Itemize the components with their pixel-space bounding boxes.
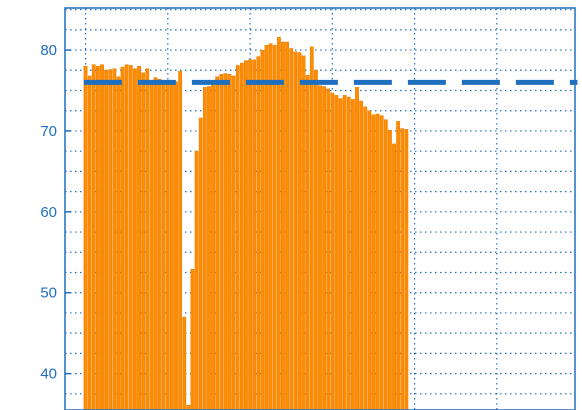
bar (112, 68, 117, 410)
bar (293, 51, 298, 410)
bar (276, 36, 281, 410)
bar (227, 74, 232, 410)
bar (285, 41, 289, 410)
bar (371, 114, 376, 410)
bar (289, 48, 294, 410)
bar (83, 66, 88, 410)
bar (96, 66, 100, 410)
bar (363, 106, 368, 410)
bar (186, 404, 191, 410)
bar (383, 119, 388, 410)
bar (256, 56, 261, 410)
bar (359, 100, 364, 410)
bar (133, 68, 137, 410)
bar (231, 75, 236, 410)
bar (194, 150, 199, 410)
bar (338, 98, 343, 410)
bar (157, 78, 162, 410)
y-tick-label: 40 (40, 366, 57, 383)
bar (120, 66, 125, 410)
bar (314, 70, 318, 410)
bar (264, 45, 269, 410)
bar (149, 82, 154, 410)
bar (326, 88, 331, 410)
bar (318, 85, 322, 410)
bar (137, 66, 141, 410)
bar (248, 59, 252, 410)
bar (153, 77, 158, 410)
bar (182, 316, 187, 410)
bar (297, 52, 302, 410)
plot-frame (64, 7, 576, 410)
bar (392, 143, 396, 410)
bar (207, 86, 211, 410)
bar (396, 121, 401, 410)
bar (239, 62, 244, 410)
bar (108, 69, 113, 410)
bar (170, 82, 174, 410)
bar (104, 70, 109, 410)
bar (367, 110, 372, 410)
bar (334, 95, 339, 410)
y-tick-label: 80 (40, 42, 57, 59)
bar (219, 74, 224, 410)
y-tick-label: 60 (40, 204, 57, 221)
bar (116, 76, 121, 410)
bar (161, 82, 166, 410)
bar (145, 68, 150, 410)
y-tick-label: 50 (40, 285, 57, 302)
bar (235, 65, 240, 410)
bar (260, 49, 265, 410)
bar (215, 76, 220, 410)
bar (322, 86, 326, 410)
bar (281, 41, 285, 410)
bar (400, 128, 405, 410)
bar (301, 55, 306, 410)
bar (305, 74, 310, 410)
bar (174, 81, 178, 410)
bar (100, 64, 104, 410)
bar (141, 72, 146, 410)
bar (202, 87, 207, 410)
bar (330, 92, 335, 410)
bar (244, 60, 248, 410)
bar (375, 113, 380, 410)
bar (268, 43, 273, 410)
bar (91, 64, 96, 410)
bar (211, 82, 215, 410)
bar (252, 59, 257, 410)
y-tick-label: 70 (40, 123, 57, 140)
bar (165, 82, 170, 410)
bar (190, 269, 195, 410)
bar (178, 70, 183, 410)
bar (124, 64, 129, 410)
bar (309, 46, 314, 410)
bar (342, 95, 347, 410)
bar (198, 117, 203, 410)
bar (346, 96, 351, 410)
bar (404, 129, 409, 410)
y-axis-ticks: 40 50 60 70 80 (40, 42, 71, 383)
bar (223, 73, 228, 410)
bar (128, 65, 133, 410)
bar (355, 87, 359, 410)
bar (388, 129, 392, 410)
bar-series (83, 36, 409, 410)
bar (272, 45, 277, 410)
bar (379, 115, 384, 410)
bar (87, 75, 92, 410)
bar (351, 99, 355, 410)
